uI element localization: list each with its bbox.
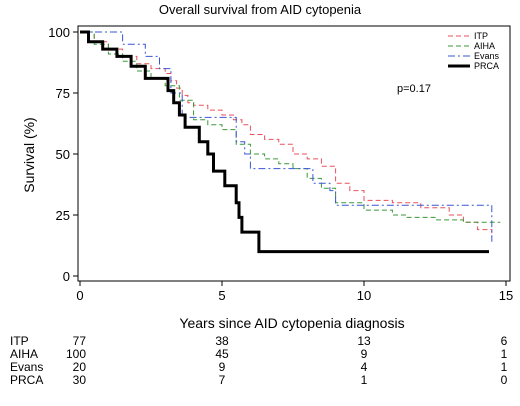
risk-count: 1 — [361, 373, 368, 387]
y-axis: 0 25 50 75 100 — [48, 25, 78, 284]
risk-count: 7 — [219, 373, 226, 387]
series-line-prca — [80, 30, 489, 254]
risk-count: 38 — [215, 334, 229, 348]
risk-row-label: Evans — [10, 360, 43, 374]
risk-count: 100 — [66, 347, 86, 361]
risk-count: 13 — [357, 334, 371, 348]
risk-count: 77 — [73, 334, 87, 348]
series-line-evans — [80, 31, 493, 242]
x-axis: 0 5 10 15 — [76, 281, 513, 303]
risk-count: 6 — [501, 334, 508, 348]
risk-count: 9 — [361, 347, 368, 361]
series-line-aiha — [80, 31, 501, 223]
legend-label-prca: PRCA — [474, 61, 499, 71]
y-tick-label: 75 — [56, 86, 70, 101]
y-tick-label: 25 — [56, 208, 70, 223]
risk-count: 4 — [361, 360, 368, 374]
x-tick-label: 5 — [218, 288, 225, 303]
y-tick-label: 50 — [56, 147, 70, 162]
risk-row-label: PRCA — [10, 373, 43, 387]
y-axis-label: Survival (%) — [21, 117, 37, 192]
x-tick-label: 10 — [357, 288, 371, 303]
risk-count: 1 — [501, 347, 508, 361]
x-tick-label: 0 — [76, 288, 83, 303]
legend-label-evans: Evans — [474, 51, 500, 61]
risk-row-label: ITP — [10, 334, 29, 348]
series-line-itp — [80, 31, 493, 237]
x-tick-label: 15 — [499, 288, 513, 303]
chart-title: Overall survival from AID cytopenia — [159, 2, 362, 17]
risk-count: 30 — [73, 373, 87, 387]
risk-count: 0 — [501, 373, 508, 387]
x-axis-label: Years since AID cytopenia diagnosis — [179, 315, 404, 331]
y-tick-label: 0 — [63, 269, 70, 284]
series-layer — [80, 30, 501, 254]
y-tick-label: 100 — [48, 25, 70, 40]
risk-count: 45 — [215, 347, 229, 361]
p-value-annotation: p=0.17 — [397, 83, 431, 95]
legend-label-aiha: AIHA — [474, 41, 495, 51]
risk-row-label: AIHA — [10, 347, 38, 361]
risk-count: 9 — [219, 360, 226, 374]
risk-count: 20 — [73, 360, 87, 374]
legend-label-itp: ITP — [474, 31, 488, 41]
risk-count: 1 — [501, 360, 508, 374]
